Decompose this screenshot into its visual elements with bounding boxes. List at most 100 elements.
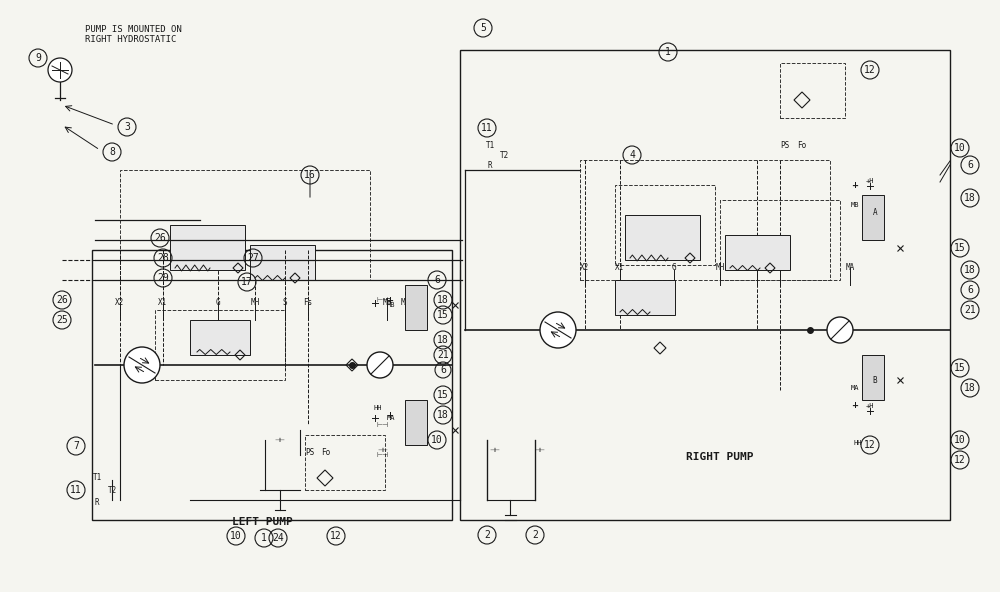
Text: ⊣⊢: ⊣⊢ bbox=[275, 437, 286, 442]
Text: 18: 18 bbox=[437, 335, 449, 345]
Text: 24: 24 bbox=[272, 533, 284, 543]
Text: Fo: Fo bbox=[797, 141, 807, 150]
Text: T1: T1 bbox=[485, 141, 495, 150]
Text: PUMP IS MOUNTED ON: PUMP IS MOUNTED ON bbox=[85, 25, 182, 34]
Circle shape bbox=[367, 352, 393, 378]
Text: 9: 9 bbox=[35, 53, 41, 63]
Text: 17: 17 bbox=[241, 277, 253, 287]
Text: 2: 2 bbox=[484, 530, 490, 540]
Bar bbox=[615, 185, 715, 265]
Bar bbox=[780, 63, 845, 118]
Bar bbox=[580, 160, 830, 280]
Text: MA: MA bbox=[400, 298, 410, 307]
Text: +: + bbox=[386, 295, 394, 304]
Text: 6: 6 bbox=[967, 160, 973, 170]
Text: 4: 4 bbox=[629, 150, 635, 160]
Text: 12: 12 bbox=[864, 65, 876, 75]
Text: 10: 10 bbox=[230, 531, 242, 541]
Text: +: + bbox=[386, 410, 394, 420]
Text: X2: X2 bbox=[115, 298, 125, 307]
Text: 7: 7 bbox=[73, 441, 79, 451]
Text: 28: 28 bbox=[157, 253, 169, 263]
Text: 1: 1 bbox=[261, 533, 267, 543]
Text: 27: 27 bbox=[247, 253, 259, 263]
Text: 10: 10 bbox=[954, 435, 966, 445]
Bar bbox=[250, 245, 315, 280]
Text: MB: MB bbox=[851, 202, 859, 208]
Bar bbox=[725, 235, 790, 270]
Text: RIGHT PUMP: RIGHT PUMP bbox=[686, 452, 754, 462]
Text: G: G bbox=[216, 298, 220, 307]
Text: 18: 18 bbox=[964, 383, 976, 393]
Text: 15: 15 bbox=[954, 363, 966, 373]
Text: ⊢⊣: ⊢⊣ bbox=[377, 422, 389, 428]
Circle shape bbox=[48, 58, 72, 82]
Text: B: B bbox=[408, 413, 412, 422]
Text: 11: 11 bbox=[70, 485, 82, 495]
Text: +: + bbox=[851, 401, 858, 410]
Circle shape bbox=[827, 317, 853, 343]
Text: A: A bbox=[873, 208, 877, 217]
Text: MB: MB bbox=[387, 302, 395, 308]
Text: +H: +H bbox=[866, 403, 874, 409]
Text: ⊢⊣: ⊢⊣ bbox=[377, 452, 389, 458]
Text: 26: 26 bbox=[154, 233, 166, 243]
Bar bbox=[305, 435, 385, 490]
Text: ⊢⊣: ⊢⊣ bbox=[377, 297, 389, 303]
Text: MH: MH bbox=[715, 263, 725, 272]
Text: Fs: Fs bbox=[303, 298, 313, 307]
Text: 15: 15 bbox=[437, 390, 449, 400]
Text: MA: MA bbox=[387, 415, 395, 421]
Text: HH: HH bbox=[854, 440, 862, 446]
Text: X1: X1 bbox=[615, 263, 625, 272]
Text: 18: 18 bbox=[437, 410, 449, 420]
Text: MA: MA bbox=[845, 263, 855, 272]
Text: 21: 21 bbox=[437, 350, 449, 360]
Text: 21: 21 bbox=[964, 305, 976, 315]
Bar bbox=[405, 285, 427, 330]
Text: 15: 15 bbox=[954, 243, 966, 253]
Bar bbox=[862, 195, 884, 240]
Text: ⊣⊢: ⊣⊢ bbox=[378, 448, 389, 452]
Text: 6: 6 bbox=[440, 365, 446, 375]
Text: 1: 1 bbox=[665, 47, 671, 57]
Text: 26: 26 bbox=[56, 295, 68, 305]
Bar bbox=[405, 400, 427, 445]
Text: 12: 12 bbox=[954, 455, 966, 465]
Text: ⊣⊢: ⊣⊢ bbox=[534, 448, 546, 452]
Bar bbox=[170, 225, 245, 270]
Text: A: A bbox=[408, 300, 412, 309]
Text: +: + bbox=[851, 181, 858, 189]
Text: B: B bbox=[873, 376, 877, 385]
Text: X1: X1 bbox=[158, 298, 168, 307]
Text: S: S bbox=[283, 298, 287, 307]
Text: 16: 16 bbox=[304, 170, 316, 180]
Bar bbox=[615, 280, 675, 315]
Text: MA: MA bbox=[851, 385, 859, 391]
Text: 29: 29 bbox=[157, 273, 169, 283]
Text: LEFT PUMP: LEFT PUMP bbox=[232, 517, 292, 527]
Text: 8: 8 bbox=[109, 147, 115, 157]
Text: 12: 12 bbox=[864, 440, 876, 450]
Text: ⊣⊢: ⊣⊢ bbox=[490, 448, 501, 452]
Bar bbox=[155, 310, 285, 380]
Text: 5: 5 bbox=[480, 23, 486, 33]
Text: 11: 11 bbox=[481, 123, 493, 133]
Text: S: S bbox=[755, 263, 759, 272]
Circle shape bbox=[540, 312, 576, 348]
Text: 15: 15 bbox=[437, 310, 449, 320]
Text: R: R bbox=[488, 161, 492, 170]
Text: Fs: Fs bbox=[775, 263, 785, 272]
Text: T2: T2 bbox=[500, 151, 510, 160]
Bar bbox=[190, 320, 250, 355]
Text: MH: MH bbox=[250, 298, 260, 307]
Text: HH: HH bbox=[374, 405, 382, 411]
Text: T1: T1 bbox=[92, 473, 102, 482]
Bar bbox=[460, 50, 950, 520]
Bar bbox=[625, 215, 700, 260]
Text: 18: 18 bbox=[437, 295, 449, 305]
Text: +H: +H bbox=[866, 178, 874, 184]
Circle shape bbox=[124, 347, 160, 383]
Text: 18: 18 bbox=[964, 193, 976, 203]
Text: PS: PS bbox=[305, 448, 315, 457]
